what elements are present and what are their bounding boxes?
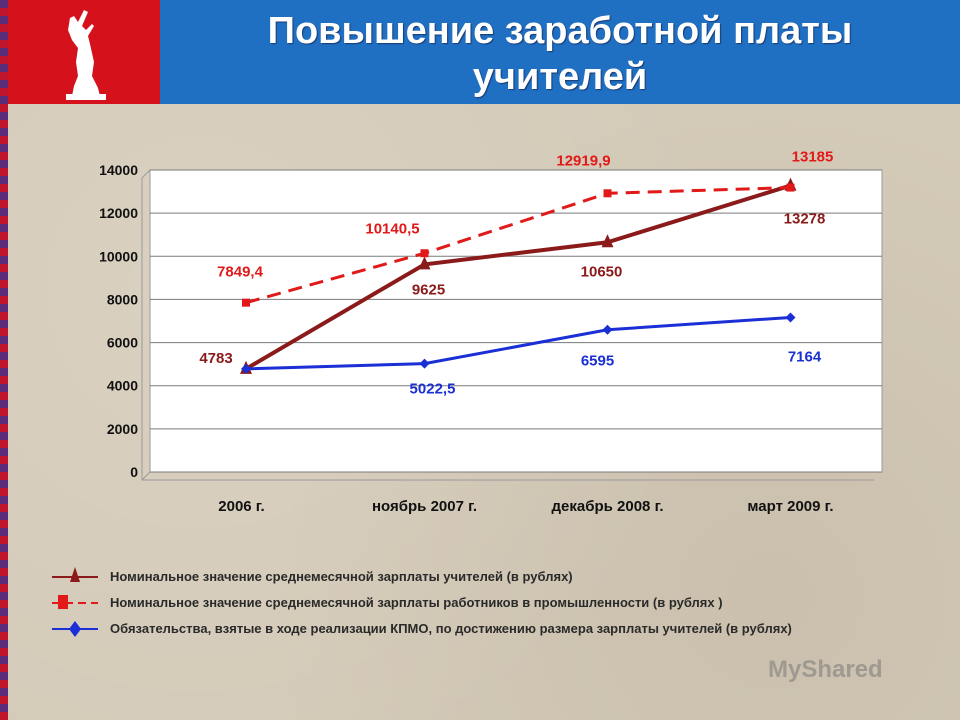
data-label: 5022,5: [410, 381, 456, 398]
data-point-diamond: [419, 358, 430, 369]
data-label: 13185: [792, 149, 834, 166]
data-label: 12919,9: [556, 152, 610, 169]
page-title: Повышение заработной платы учителей: [200, 0, 920, 100]
title-line-1: Повышение заработной платы: [267, 10, 853, 52]
data-label: 9625: [412, 281, 445, 298]
legend-swatch-triangle: [52, 567, 98, 582]
x-tick-label: декабрь 2008 г.: [552, 498, 664, 515]
data-label: 7164: [788, 348, 822, 365]
y-tick-label: 12000: [99, 205, 138, 221]
plot-area: [149, 169, 883, 473]
x-tick-label: 2006 г.: [218, 498, 264, 515]
data-label: 13278: [784, 211, 826, 228]
volgograd-motherland-statue-icon: [66, 10, 106, 100]
data-point-square: [242, 298, 250, 307]
data-point-square: [420, 249, 429, 258]
watermark: MyShared: [768, 656, 883, 683]
plot-depth-edge-bottom: [141, 471, 151, 481]
data-point-diamond: [241, 363, 251, 374]
legend-swatch-square: [52, 595, 98, 609]
plot-depth-edge: [141, 169, 151, 179]
data-point-diamond: [602, 324, 613, 335]
data-point-square: [603, 189, 612, 198]
decorative-stripes: [0, 0, 8, 720]
data-label: 4783: [199, 350, 232, 367]
y-tick-label: 6000: [107, 335, 138, 351]
series-1: [242, 183, 795, 307]
x-tick-label: март 2009 г.: [747, 498, 833, 515]
data-label: 6595: [581, 353, 614, 370]
y-tick-label: 0: [130, 464, 138, 480]
data-label: 10140,5: [365, 220, 419, 237]
y-tick-label: 8000: [107, 291, 138, 307]
y-axis-ticks: 0 2000 4000 6000 8000 10000 12000 14000: [99, 162, 138, 480]
title-line-2: учителей: [472, 56, 648, 98]
y-tick-label: 2000: [107, 421, 138, 437]
legend-label-kpmo: Обязательства, взятые в ходе реализации …: [110, 621, 792, 636]
data-point-diamond: [785, 312, 796, 323]
data-label: 7849,4: [217, 264, 264, 281]
header-banner: Повышение заработной платы учителей: [160, 0, 960, 104]
data-point-triangle: [418, 256, 431, 270]
data-label: 10650: [581, 263, 623, 280]
data-labels: 4783 9625 10650 13278 7849,4 10140,5 12919,9 13…: [199, 149, 833, 398]
y-tick-label: 14000: [99, 162, 138, 178]
x-axis-ticks: 2006 г. ноябрь 2007 г. декабрь 2008 г. март…: [218, 498, 833, 515]
legend-item-teachers: Номинальное значение среднемесячной зарп…: [50, 566, 950, 592]
gridlines: [150, 169, 882, 473]
data-point-square: [786, 183, 795, 192]
y-tick-label: 10000: [99, 248, 138, 264]
legend-item-industry: Номинальное значение среднемесячной зарп…: [50, 592, 950, 618]
legend-item-kpmo: Обязательства, взятые в ходе реализации …: [50, 618, 950, 644]
y-tick-label: 4000: [107, 378, 138, 394]
series-lines: [240, 177, 797, 374]
emblem-panel: [8, 0, 160, 104]
stripe-pattern: [0, 0, 8, 720]
legend-label-industry: Номинальное значение среднемесячной зарп…: [110, 595, 723, 610]
series-line: [245, 186, 791, 305]
series-2: [241, 312, 796, 374]
chart-legend: Номинальное значение среднемесячной зарп…: [50, 566, 950, 644]
series-line: [244, 183, 792, 371]
legend-label-teachers: Номинальное значение среднемесячной зарп…: [110, 569, 573, 584]
legend-swatch-diamond: [52, 621, 98, 637]
x-tick-label: ноябрь 2007 г.: [372, 498, 477, 515]
series-line: [245, 315, 791, 371]
data-point-triangle: [601, 234, 614, 248]
